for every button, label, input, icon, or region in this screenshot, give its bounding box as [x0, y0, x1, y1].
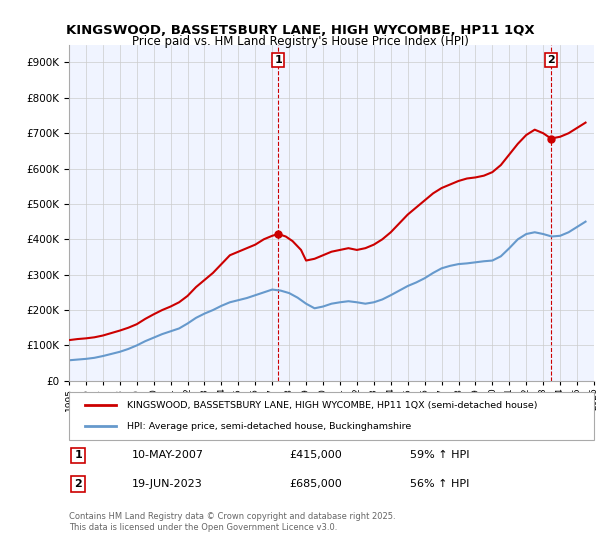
Text: 2: 2 [74, 479, 82, 489]
Text: Price paid vs. HM Land Registry's House Price Index (HPI): Price paid vs. HM Land Registry's House … [131, 35, 469, 48]
Text: Contains HM Land Registry data © Crown copyright and database right 2025.
This d: Contains HM Land Registry data © Crown c… [69, 512, 395, 532]
Text: 19-JUN-2023: 19-JUN-2023 [132, 479, 203, 489]
Text: 1: 1 [74, 450, 82, 460]
Text: 1: 1 [274, 55, 282, 65]
Text: 59% ↑ HPI: 59% ↑ HPI [410, 450, 470, 460]
FancyBboxPatch shape [69, 392, 594, 440]
Text: 2: 2 [547, 55, 555, 65]
Text: KINGSWOOD, BASSETSBURY LANE, HIGH WYCOMBE, HP11 1QX (semi-detached house): KINGSWOOD, BASSETSBURY LANE, HIGH WYCOMB… [127, 401, 537, 410]
Text: 56% ↑ HPI: 56% ↑ HPI [410, 479, 470, 489]
Text: £415,000: £415,000 [290, 450, 342, 460]
Text: 10-MAY-2007: 10-MAY-2007 [132, 450, 204, 460]
Text: £685,000: £685,000 [290, 479, 342, 489]
Text: KINGSWOOD, BASSETSBURY LANE, HIGH WYCOMBE, HP11 1QX: KINGSWOOD, BASSETSBURY LANE, HIGH WYCOMB… [65, 24, 535, 37]
Text: HPI: Average price, semi-detached house, Buckinghamshire: HPI: Average price, semi-detached house,… [127, 422, 411, 431]
